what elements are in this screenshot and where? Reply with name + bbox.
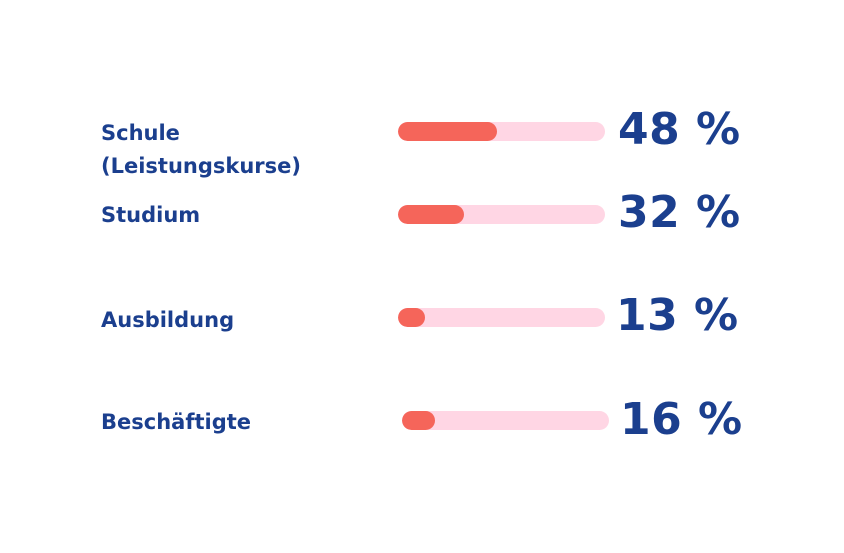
category-label: Schule (Leistungskurse) bbox=[101, 121, 302, 178]
bar-track bbox=[398, 308, 605, 327]
bar-fill bbox=[398, 122, 497, 141]
value-label: 16 % bbox=[620, 394, 743, 445]
bar-fill bbox=[398, 205, 464, 224]
bar-track bbox=[398, 205, 605, 224]
category-label: Studium bbox=[101, 203, 201, 227]
bar-fill bbox=[398, 308, 425, 327]
value-label: 32 % bbox=[618, 187, 741, 238]
bar-fill bbox=[402, 411, 435, 430]
bar-track bbox=[402, 411, 609, 430]
value-label: 48 % bbox=[618, 104, 741, 155]
category-label: Beschäftigte bbox=[101, 410, 252, 434]
category-label: Ausbildung bbox=[101, 308, 235, 332]
value-label: 13 % bbox=[616, 290, 739, 341]
bar-track bbox=[398, 122, 605, 141]
